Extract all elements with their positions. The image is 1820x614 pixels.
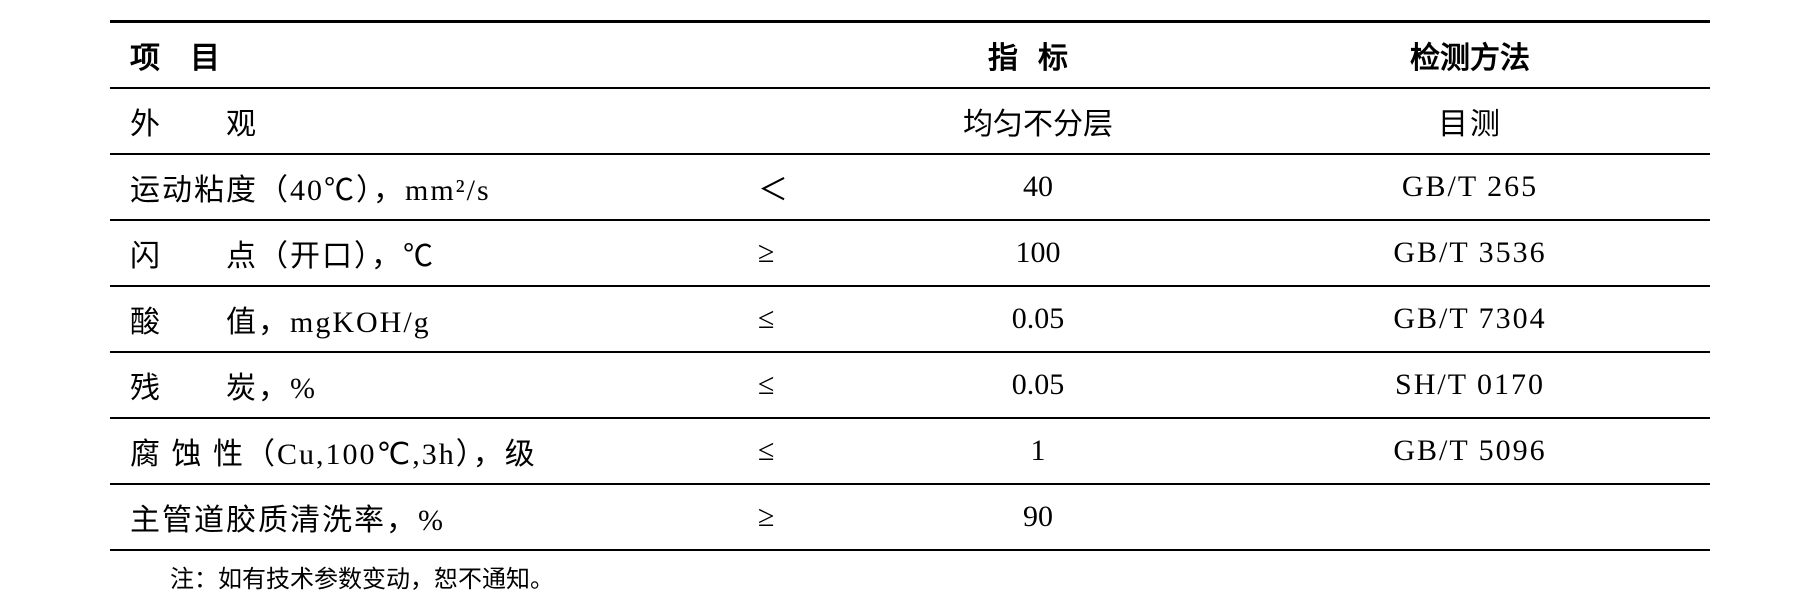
table-row: 残 炭，% ≤ 0.05 SH/T 0170 xyxy=(110,352,1710,418)
row-item: 主管道胶质清洗率，% xyxy=(130,504,445,537)
table-body: 外 观 均匀不分层 目测 运动粘度（40℃），mm²/s ＜ 40 GB/T 2… xyxy=(110,88,1710,550)
row-operator: ≤ xyxy=(758,302,774,335)
header-method: 检测方法 xyxy=(1230,22,1710,89)
row-method: GB/T 7304 xyxy=(1393,302,1546,335)
table-row: 腐 蚀 性（Cu,100℃,3h），级 ≤ 1 GB/T 5096 xyxy=(110,418,1710,484)
row-index: 40 xyxy=(1023,170,1053,203)
spec-table-container: 项目 指标 检测方法 外 观 均匀不分层 目测 运动粘度（40℃），mm²/s xyxy=(110,20,1710,594)
table-row: 外 观 均匀不分层 目测 xyxy=(110,88,1710,154)
row-item: 残 炭，% xyxy=(130,372,317,405)
table-row: 闪 点（开口），℃ ≥ 100 GB/T 3536 xyxy=(110,220,1710,286)
row-index: 0.05 xyxy=(1012,302,1065,335)
table-footnote: 注：如有技术参数变动，恕不通知。 xyxy=(110,551,1710,594)
row-item: 运动粘度（40℃），mm²/s xyxy=(130,174,491,207)
row-index: 1 xyxy=(1031,434,1046,467)
row-index: 0.05 xyxy=(1012,368,1065,401)
table-row: 酸 值，mgKOH/g ≤ 0.05 GB/T 7304 xyxy=(110,286,1710,352)
header-item: 项目 xyxy=(110,22,750,89)
row-operator: ≥ xyxy=(758,500,774,533)
row-operator: ＜ xyxy=(758,174,788,207)
table-header-row: 项目 指标 检测方法 xyxy=(110,22,1710,89)
row-item: 外 观 xyxy=(130,108,258,141)
table-row: 主管道胶质清洗率，% ≥ 90 xyxy=(110,484,1710,550)
table-row: 运动粘度（40℃），mm²/s ＜ 40 GB/T 265 xyxy=(110,154,1710,220)
spec-table: 项目 指标 检测方法 外 观 均匀不分层 目测 运动粘度（40℃），mm²/s xyxy=(110,20,1710,551)
row-method: 目测 xyxy=(1438,108,1502,141)
row-index: 100 xyxy=(1016,236,1061,269)
row-method: GB/T 265 xyxy=(1402,170,1538,203)
header-index-text: 指标 xyxy=(988,42,1088,75)
row-index: 均匀不分层 xyxy=(963,108,1113,141)
row-operator: ≤ xyxy=(758,368,774,401)
row-operator: ≤ xyxy=(758,434,774,467)
header-index: 指标 xyxy=(846,22,1230,89)
row-method: GB/T 3536 xyxy=(1393,236,1546,269)
row-item: 酸 值，mgKOH/g xyxy=(130,306,431,339)
row-item: 腐 蚀 性（Cu,100℃,3h），级 xyxy=(130,438,537,471)
row-method: SH/T 0170 xyxy=(1395,368,1545,401)
header-method-text: 检测方法 xyxy=(1410,42,1530,75)
header-item-text: 项目 xyxy=(130,42,250,75)
row-item: 闪 点（开口），℃ xyxy=(130,240,435,273)
row-method: GB/T 5096 xyxy=(1393,434,1546,467)
row-index: 90 xyxy=(1023,500,1053,533)
header-operator xyxy=(750,22,846,89)
row-operator: ≥ xyxy=(758,236,774,269)
